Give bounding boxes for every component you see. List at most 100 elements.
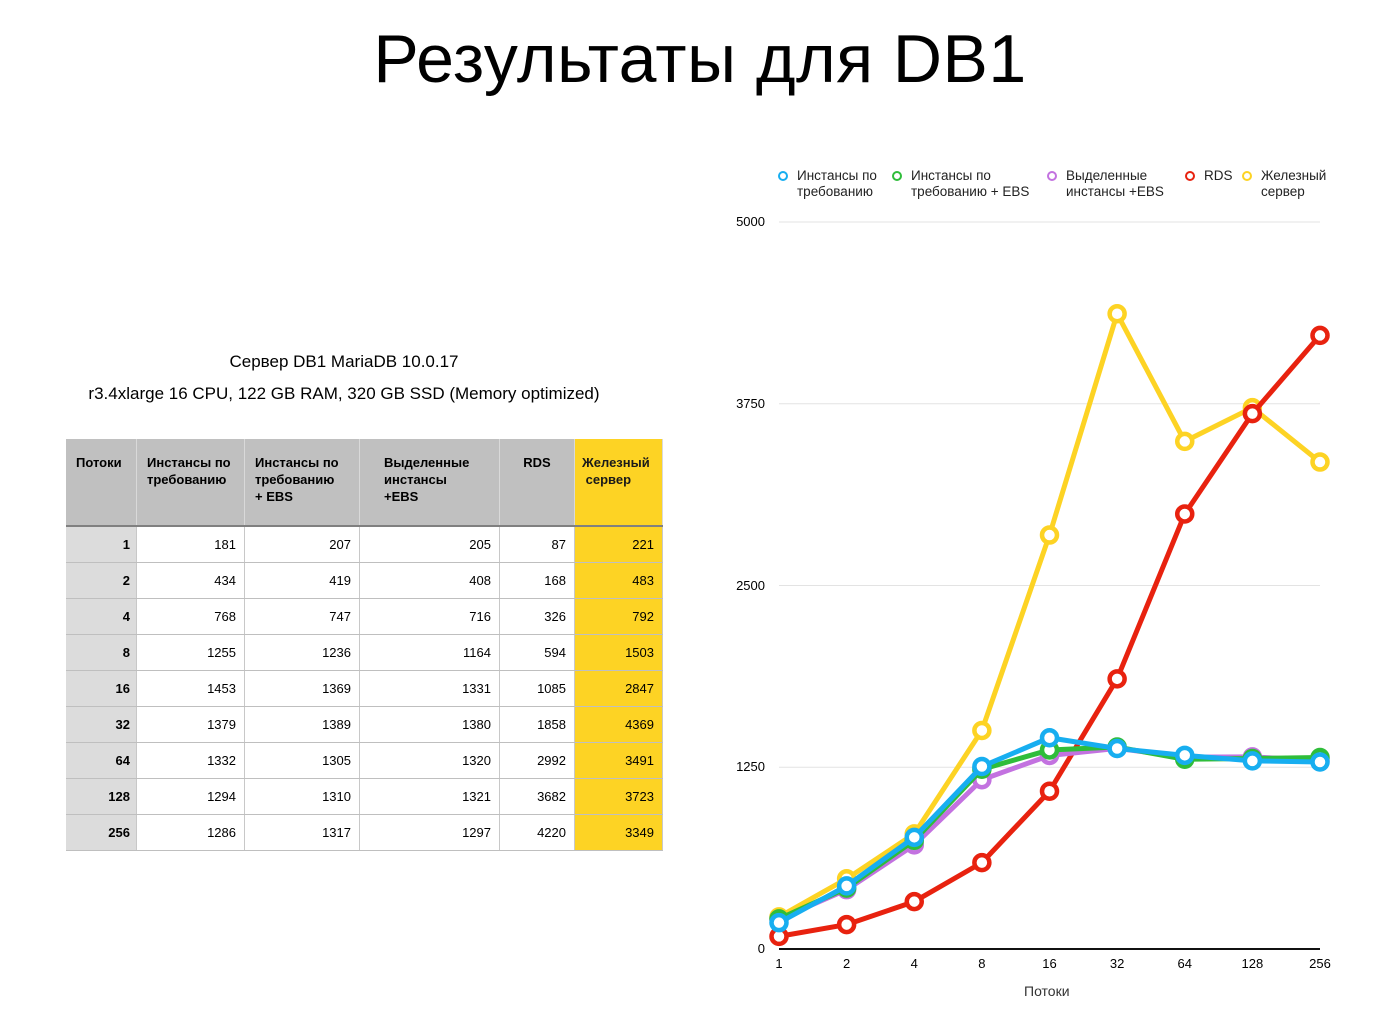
- value-cell: 1332: [136, 742, 245, 779]
- threads-cell: 64: [66, 742, 137, 779]
- value-cell: 2847: [574, 670, 663, 707]
- legend-marker-icon: [892, 171, 902, 181]
- table-row: 16 1453 1369 1331 1085 2847: [66, 670, 663, 707]
- x-tick-label: 256: [1309, 956, 1331, 971]
- data-point-marker: [1310, 452, 1330, 472]
- table-row: 64 1332 1305 1320 2992 3491: [66, 742, 663, 779]
- value-cell: 1236: [244, 634, 360, 671]
- table-row: 256 1286 1317 1297 4220 3349: [66, 814, 663, 851]
- value-cell: 1286: [136, 814, 245, 851]
- table-row: 32 1379 1389 1380 1858 4369: [66, 706, 663, 743]
- data-point-marker: [972, 852, 992, 873]
- header-threads: Потоки: [66, 439, 137, 527]
- legend-marker-icon: [778, 171, 788, 181]
- value-cell: 716: [359, 598, 500, 635]
- value-cell: 205: [359, 526, 500, 563]
- data-point-marker: [836, 876, 857, 896]
- series-line: [769, 325, 1330, 947]
- value-cell: 1294: [136, 778, 245, 815]
- data-point-marker: [1310, 325, 1330, 346]
- value-cell: 168: [499, 562, 575, 599]
- threads-cell: 8: [66, 634, 137, 671]
- value-cell: 1320: [359, 742, 500, 779]
- x-tick-label: 1: [775, 956, 783, 971]
- y-tick-label: 1250: [736, 759, 765, 775]
- value-cell: 3491: [574, 742, 663, 779]
- line-chart: [769, 221, 1330, 950]
- results-table: Потоки Инстансы по требованию Инстансы п…: [66, 439, 663, 851]
- value-cell: 1369: [244, 670, 360, 707]
- value-cell: 768: [136, 598, 245, 635]
- data-point-marker: [1175, 504, 1195, 524]
- value-cell: 1317: [244, 814, 360, 851]
- legend-marker-icon: [1185, 171, 1195, 181]
- threads-cell: 2: [66, 562, 137, 599]
- data-point-marker: [1242, 751, 1263, 771]
- value-cell: 1503: [574, 634, 663, 671]
- value-cell: 1085: [499, 670, 575, 707]
- data-point-marker: [1175, 431, 1195, 452]
- table-row: 4 768 747 716 326 792: [66, 598, 663, 635]
- data-point-marker: [1039, 525, 1060, 545]
- header-on-demand-ebs: Инстансы по требованию + EBS: [244, 439, 360, 527]
- value-cell: 434: [136, 562, 245, 599]
- header-rds: RDS: [499, 439, 575, 527]
- value-cell: 1858: [499, 706, 575, 743]
- data-point-marker: [1175, 745, 1195, 766]
- data-point-marker: [1107, 669, 1127, 689]
- legend-label: RDS: [1204, 168, 1233, 183]
- table-row: 128 1294 1310 1321 3682 3723: [66, 778, 663, 815]
- value-cell: 4220: [499, 814, 575, 851]
- header-dedicated-ebs: Выделенные инстансы +EBS: [359, 439, 500, 527]
- x-tick-label: 16: [1042, 956, 1057, 971]
- x-tick-label: 4: [910, 956, 918, 971]
- y-tick-label: 0: [757, 941, 765, 956]
- value-cell: 1331: [359, 670, 500, 707]
- value-cell: 419: [244, 562, 360, 599]
- value-cell: 3682: [499, 778, 575, 815]
- x-tick-label: 32: [1109, 956, 1125, 971]
- legend-label: Инстансы по требованию: [797, 168, 877, 199]
- threads-cell: 16: [66, 670, 137, 707]
- data-point-marker: [1039, 781, 1060, 801]
- threads-cell: 1: [66, 526, 137, 563]
- value-cell: 1389: [244, 706, 360, 743]
- table-header-row: Потоки Инстансы по требованию Инстансы п…: [66, 439, 663, 527]
- data-point-marker: [1107, 738, 1127, 759]
- data-point-marker: [1310, 752, 1330, 772]
- value-cell: 1255: [136, 634, 245, 671]
- series-line: [769, 738, 1330, 929]
- threads-cell: 32: [66, 706, 137, 743]
- data-point-marker: [1242, 403, 1263, 424]
- header-on-demand: Инстансы по требованию: [136, 439, 245, 527]
- data-point-marker: [1107, 303, 1127, 324]
- threads-cell: 4: [66, 598, 137, 635]
- value-cell: 792: [574, 598, 663, 635]
- value-cell: 181: [136, 526, 245, 563]
- value-cell: 3723: [574, 778, 663, 815]
- data-point-marker: [769, 912, 789, 933]
- value-cell: 594: [499, 634, 575, 671]
- value-cell: 2992: [499, 742, 575, 779]
- value-cell: 408: [359, 562, 500, 599]
- value-cell: 1321: [359, 778, 500, 815]
- value-cell: 1379: [136, 706, 245, 743]
- series-line: [769, 303, 1330, 927]
- value-cell: 221: [574, 526, 663, 563]
- y-tick-label: 3750: [736, 395, 765, 411]
- y-tick-label: 5000: [736, 214, 765, 229]
- value-cell: 1164: [359, 634, 500, 671]
- data-point-marker: [836, 914, 857, 935]
- legend-label: Инстансы по требованию + EBS: [911, 168, 1030, 199]
- table-row: 2 434 419 408 168 483: [66, 562, 663, 599]
- x-tick-label: 64: [1177, 956, 1192, 971]
- value-cell: 1297: [359, 814, 500, 851]
- value-cell: 4369: [574, 706, 663, 743]
- value-cell: 1310: [244, 778, 360, 815]
- value-cell: 1380: [359, 706, 500, 743]
- table-row: 1 181 207 205 87 221: [66, 526, 663, 563]
- x-tick-label: 128: [1241, 956, 1264, 971]
- header-hardware-server: Железный сервер: [574, 439, 663, 527]
- legend-marker-icon: [1242, 171, 1252, 181]
- legend-label: Выделенные инстансы +EBS: [1066, 168, 1164, 199]
